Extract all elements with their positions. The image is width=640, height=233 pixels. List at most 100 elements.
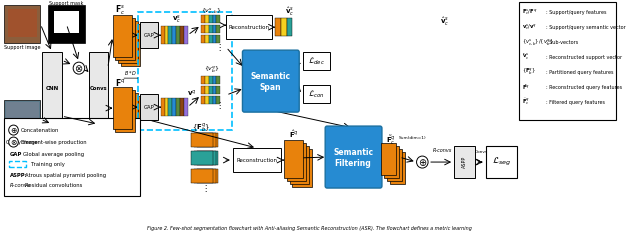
- Circle shape: [417, 156, 428, 168]
- Bar: [201, 76, 205, 84]
- Bar: [141, 94, 158, 120]
- Bar: [195, 133, 216, 147]
- Bar: [191, 169, 212, 183]
- Bar: [176, 98, 180, 116]
- Text: Element-wise production: Element-wise production: [21, 140, 87, 144]
- Bar: [180, 98, 184, 116]
- Bar: [176, 26, 180, 44]
- Bar: [168, 26, 172, 44]
- Bar: [9, 161, 26, 167]
- Bar: [287, 18, 292, 36]
- Bar: [54, 11, 79, 33]
- Bar: [216, 86, 220, 94]
- Bar: [4, 118, 141, 196]
- Text: CNN: CNN: [45, 86, 59, 91]
- Bar: [201, 35, 205, 43]
- Bar: [233, 148, 281, 172]
- Bar: [42, 52, 61, 124]
- Text: Span: Span: [260, 83, 281, 92]
- Bar: [216, 15, 220, 23]
- Bar: [454, 146, 476, 178]
- Bar: [197, 133, 218, 147]
- Bar: [281, 18, 287, 36]
- Bar: [8, 9, 36, 37]
- Text: $\mathbf{F}^q$: $\mathbf{F}^q$: [115, 77, 125, 88]
- Bar: [216, 96, 220, 104]
- Circle shape: [9, 137, 19, 147]
- Text: $\mathcal{L}_{con}$: $\mathcal{L}_{con}$: [308, 88, 325, 100]
- Text: $\{v_{c,b}^s\}$: $\{v_{c,b}^s\}$: [202, 6, 222, 15]
- FancyBboxPatch shape: [243, 50, 300, 112]
- Bar: [164, 98, 168, 116]
- Bar: [381, 143, 396, 175]
- Text: $\mathcal{L}_{dec}$: $\mathcal{L}_{dec}$: [308, 55, 325, 67]
- Bar: [164, 26, 168, 44]
- Text: $\oplus$: $\oplus$: [418, 157, 427, 168]
- Bar: [212, 96, 216, 104]
- Bar: [216, 25, 220, 33]
- Bar: [284, 140, 303, 178]
- Bar: [115, 18, 134, 60]
- Bar: [486, 146, 516, 178]
- Text: $\{v_{c,b}^s\}/\{v_b^q\}$: $\{v_{c,b}^s\}/\{v_b^q\}$: [522, 37, 554, 47]
- Bar: [138, 12, 232, 130]
- Text: Support mask: Support mask: [49, 1, 84, 6]
- Bar: [205, 96, 209, 104]
- Text: : Support/query semantic vector: : Support/query semantic vector: [547, 25, 626, 30]
- Text: $\mathbf{v}_c^s/\mathbf{v}^q$: $\mathbf{v}_c^s/\mathbf{v}^q$: [522, 22, 538, 32]
- Bar: [209, 76, 212, 84]
- Text: : Reconstructed query features: : Reconstructed query features: [547, 85, 623, 90]
- Text: GAP: GAP: [144, 33, 154, 38]
- Bar: [161, 98, 164, 116]
- Text: ASPP:: ASPP:: [10, 173, 28, 178]
- Text: $\hat{\mathbf{F}}^q$: $\hat{\mathbf{F}}^q$: [289, 128, 298, 140]
- Bar: [4, 5, 40, 43]
- Circle shape: [73, 62, 84, 74]
- Circle shape: [9, 125, 19, 135]
- Bar: [205, 25, 209, 33]
- Bar: [195, 169, 216, 183]
- Text: Figure 2. Few-shot segmentation flowchart with Anti-aliasing Semantic Reconstruc: Figure 2. Few-shot segmentation flowchar…: [147, 226, 472, 230]
- Bar: [275, 18, 281, 36]
- Text: Convs: Convs: [474, 150, 488, 154]
- Bar: [191, 133, 212, 147]
- Text: Convs: Convs: [90, 86, 107, 91]
- Text: $B*D$: $B*D$: [124, 69, 138, 77]
- Bar: [161, 26, 164, 44]
- Text: Residual convolutions: Residual convolutions: [25, 182, 83, 188]
- Bar: [292, 149, 312, 187]
- Text: : Sub-vectors: : Sub-vectors: [547, 40, 579, 45]
- Bar: [88, 52, 108, 124]
- Text: $\hat{\mathbf{F}}^q$: $\hat{\mathbf{F}}^q$: [522, 82, 531, 92]
- Text: $\mathcal{L}_{seg}$: $\mathcal{L}_{seg}$: [492, 156, 511, 168]
- Bar: [205, 35, 209, 43]
- Text: $\tilde{\mathbf{F}}_c^q$: $\tilde{\mathbf{F}}_c^q$: [386, 134, 396, 147]
- Text: Reconstruction: Reconstruction: [236, 158, 277, 163]
- Text: $\mathbf{v}_c^s$: $\mathbf{v}_c^s$: [172, 14, 182, 26]
- Bar: [209, 25, 212, 33]
- Text: Concatenation: Concatenation: [21, 128, 60, 133]
- Bar: [303, 85, 330, 103]
- Text: $\oplus$: $\oplus$: [10, 126, 17, 135]
- Bar: [209, 86, 212, 94]
- Bar: [205, 76, 209, 84]
- Text: $\vdots$: $\vdots$: [201, 182, 207, 194]
- Bar: [212, 86, 216, 94]
- Bar: [226, 15, 272, 39]
- Bar: [303, 52, 330, 70]
- Text: $\tilde{\mathbf{F}}_c^q$: $\tilde{\mathbf{F}}_c^q$: [522, 97, 531, 107]
- Bar: [113, 87, 132, 129]
- Bar: [4, 100, 40, 138]
- Text: $\otimes$: $\otimes$: [10, 137, 17, 147]
- Text: $\vdots$: $\vdots$: [215, 99, 221, 111]
- Text: : Filtered query features: : Filtered query features: [547, 99, 605, 105]
- Bar: [384, 146, 399, 178]
- Bar: [115, 90, 134, 132]
- Text: $\hat{\mathbf{v}}_c^s$: $\hat{\mathbf{v}}_c^s$: [285, 6, 294, 18]
- Bar: [520, 2, 616, 120]
- Bar: [195, 151, 216, 165]
- Bar: [168, 98, 172, 116]
- Text: $\{\mathbf{F}_b^q\}$: $\{\mathbf{F}_b^q\}$: [192, 122, 210, 134]
- Text: : Support/query features: : Support/query features: [547, 10, 607, 15]
- Bar: [201, 15, 205, 23]
